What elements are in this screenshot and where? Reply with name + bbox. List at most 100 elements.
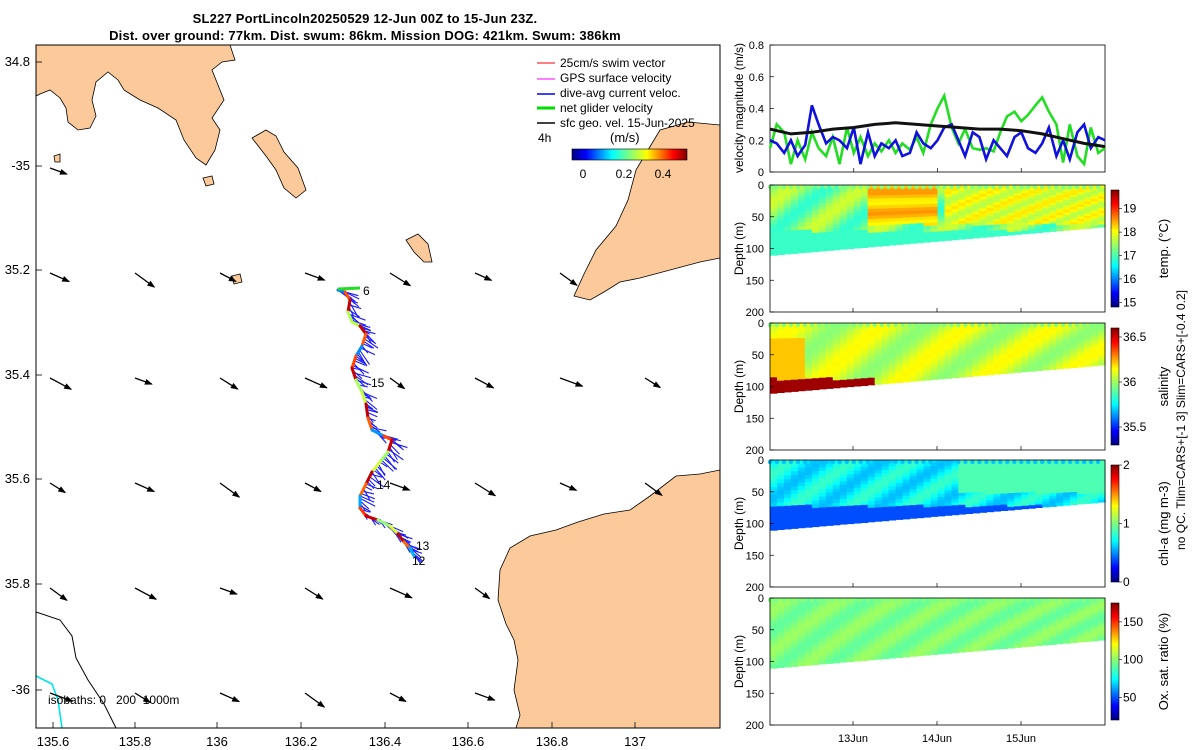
section-cell [832,619,841,624]
section-cell [1077,349,1085,353]
section-cell [1091,488,1099,492]
section-cell [1070,487,1078,491]
section-cell [923,229,932,234]
section-cell [860,518,869,523]
section-cell [839,323,848,328]
section-cell [979,331,987,336]
section-cell [881,628,890,633]
section-cell [1014,481,1022,486]
section-cell [1042,351,1050,355]
section-cell [902,502,911,507]
section-cell [986,185,994,189]
section-cell [860,460,869,465]
section-cell [790,494,799,499]
section-ytick-label: 200 [746,582,764,594]
section-cell [1007,611,1015,616]
section-cell [958,332,966,336]
section-cell [1056,220,1064,224]
section-cell [1042,631,1050,636]
section-cell [1028,616,1036,621]
section-cell [944,511,953,516]
section-cell [881,231,890,237]
section-cell [909,643,918,648]
section-cell [1070,622,1078,626]
section-cell [797,650,806,655]
section-cell [930,326,939,330]
surface-sample [942,597,947,603]
surface-sample [1074,459,1080,465]
section-cell [777,231,785,236]
section-cell [881,463,890,468]
section-cell [784,662,792,668]
section-cell [979,349,987,353]
section-cell [1091,203,1099,208]
section-cell [770,483,778,488]
section-cell [888,631,897,636]
section-cell [853,636,862,641]
section-cell [860,646,869,651]
section-cell [804,225,813,231]
section-cell [1000,190,1008,195]
section-cell [1007,633,1015,638]
section-cell [839,362,848,367]
section-cell [846,365,855,370]
section-cell [1021,462,1029,467]
section-cell [1000,614,1008,619]
section-cell [881,473,890,478]
xtick-14jun: 14Jun [922,733,952,745]
section-cell [972,355,980,359]
section-cell [916,361,925,366]
section-cell [1056,615,1064,619]
section-cell [1042,346,1050,350]
section-cell [853,205,862,211]
section-cell [923,335,932,340]
section-cell [818,330,827,335]
section-cell [1000,625,1008,630]
section-cell [951,371,960,376]
section-cell [1049,366,1057,370]
section-cell [958,615,966,620]
section-ylabel: Depth (m) [732,497,746,550]
section-cell [909,220,918,225]
section-cell [1084,500,1092,504]
section-cell [853,494,862,500]
section-cell [972,363,980,368]
surface-sample [1067,322,1073,328]
section-cell [839,213,848,218]
section-cell [1035,629,1043,633]
section-cell [1084,185,1092,189]
section-cell [832,463,841,468]
section-cell [937,350,946,355]
section-cell [951,637,960,642]
section-cell [797,486,806,491]
section-cell [986,368,994,373]
section-cell [937,219,946,223]
section-cell [937,481,946,486]
section-cell [818,656,827,661]
section-cell [1098,612,1106,616]
section-cell [874,510,883,515]
section-cell [1042,195,1050,199]
section-cell [839,637,848,642]
section-cell [902,463,911,468]
section-cell [1000,201,1008,206]
section-cell [804,214,813,220]
section-cell [958,364,966,369]
section-cell [853,326,862,331]
section-ytick-label: 50 [752,487,764,499]
section-cell [902,188,911,193]
section-cell [874,235,883,240]
section-cell [1049,600,1057,604]
section-cell [951,625,960,629]
section-cell [846,598,855,603]
section-cell [1035,203,1043,207]
section-cell [818,460,827,465]
section-cell [986,225,994,229]
section-cell [965,633,973,638]
section-cell [951,481,960,485]
section-cell [770,223,778,229]
section-cell [972,372,980,377]
section-cell [888,228,897,233]
section-cell [1035,351,1043,356]
surface-sample [879,597,884,603]
